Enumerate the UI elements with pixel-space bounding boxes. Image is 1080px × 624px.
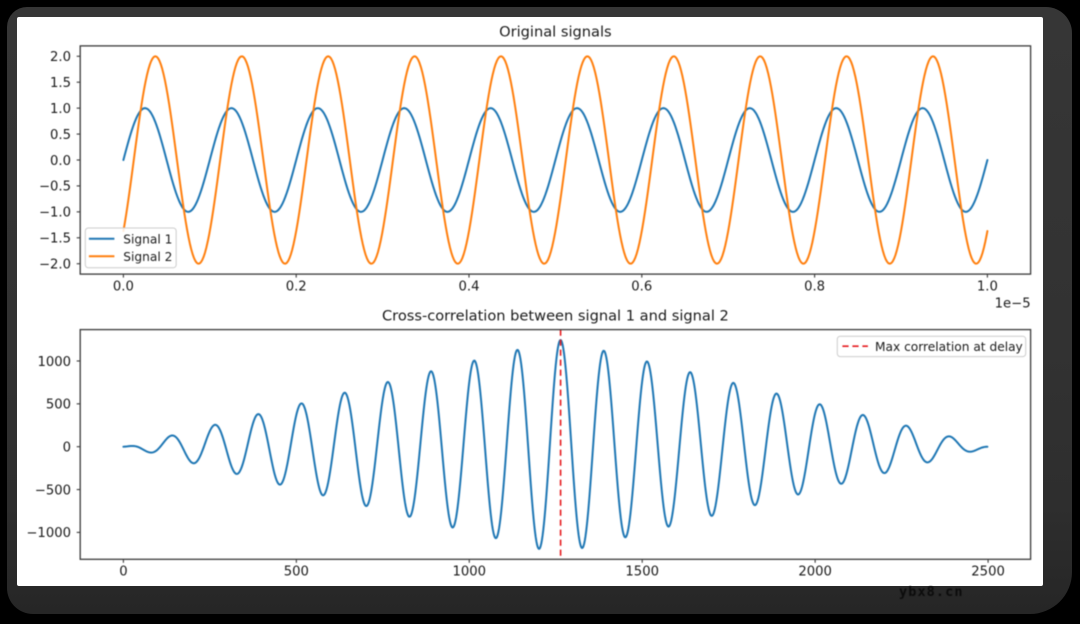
figure-canvas: 0.0 0.2 0.4 0.6 0.8 1.0 1e−5 2.0 1.5 1.0 0.5 0.0 −0.… — [17, 17, 1043, 586]
y-tick-label: 500 — [46, 398, 71, 413]
y-tick-label: 1000 — [37, 355, 71, 370]
watermark-text: ybx8.cn — [899, 584, 964, 600]
legend-box — [836, 335, 1027, 358]
y-tick-label: 2.0 — [50, 50, 71, 65]
axes-2: 0 500 1000 1500 2000 2500 1000 500 0 −500 −1000 Cro… — [26, 307, 1032, 580]
x-tick-label: 1.0 — [977, 279, 998, 294]
chart-title: Original signals — [499, 24, 612, 41]
legend: Max correlation at delay — [836, 335, 1027, 358]
y-tick-label: 0.5 — [50, 128, 71, 143]
legend-label: Signal 1 — [123, 232, 172, 246]
x-tick-label: 0.4 — [459, 279, 480, 294]
y-tick-label: −1.5 — [39, 232, 71, 247]
y-tick-label: −1.0 — [39, 206, 71, 221]
y-tick-label: −2.0 — [39, 258, 71, 273]
legend: Signal 1 Signal 2 — [84, 227, 177, 269]
series-signal-2 — [122, 55, 989, 265]
y-tick-label: 0 — [63, 440, 71, 455]
y-tick-label: 1.0 — [50, 102, 71, 117]
legend-label: Signal 2 — [123, 250, 172, 264]
x-tick-label: 0.8 — [804, 279, 825, 294]
series-signal-1 — [122, 107, 989, 213]
y-tick-label: 1.5 — [50, 76, 71, 91]
x-tick-label: 500 — [284, 565, 309, 580]
x-tick-label: 2500 — [971, 565, 1005, 580]
x-tick-label: 0.6 — [631, 279, 652, 294]
x-tick-label: 1500 — [625, 565, 659, 580]
x-tick-label: 0 — [119, 565, 127, 580]
x-tick-label: 1000 — [452, 565, 486, 580]
figure-svg: 0.0 0.2 0.4 0.6 0.8 1.0 1e−5 2.0 1.5 1.0 0.5 0.0 −0.… — [26, 24, 1032, 580]
x-axis-offset-label: 1e−5 — [995, 297, 1031, 312]
series-cross-correlation — [122, 339, 989, 550]
x-tick-label: 0.2 — [286, 279, 307, 294]
chart-title: Cross-correlation between signal 1 and s… — [382, 307, 729, 324]
y-tick-label: 0.0 — [50, 154, 71, 169]
y-tick-label: −0.5 — [39, 180, 71, 195]
x-tick-label: 2000 — [798, 565, 832, 580]
x-tick-label: 0.0 — [113, 279, 134, 294]
axes-1: 0.0 0.2 0.4 0.6 0.8 1.0 1e−5 2.0 1.5 1.0 0.5 0.0 −0.… — [39, 24, 1032, 312]
legend-label: Max correlation at delay — [875, 340, 1023, 354]
y-tick-label: −1000 — [26, 526, 71, 541]
axes-spines — [79, 328, 1032, 560]
y-tick-label: −500 — [35, 483, 71, 498]
screenshot-frame: 0.0 0.2 0.4 0.6 0.8 1.0 1e−5 2.0 1.5 1.0 0.5 0.0 −0.… — [7, 7, 1072, 614]
